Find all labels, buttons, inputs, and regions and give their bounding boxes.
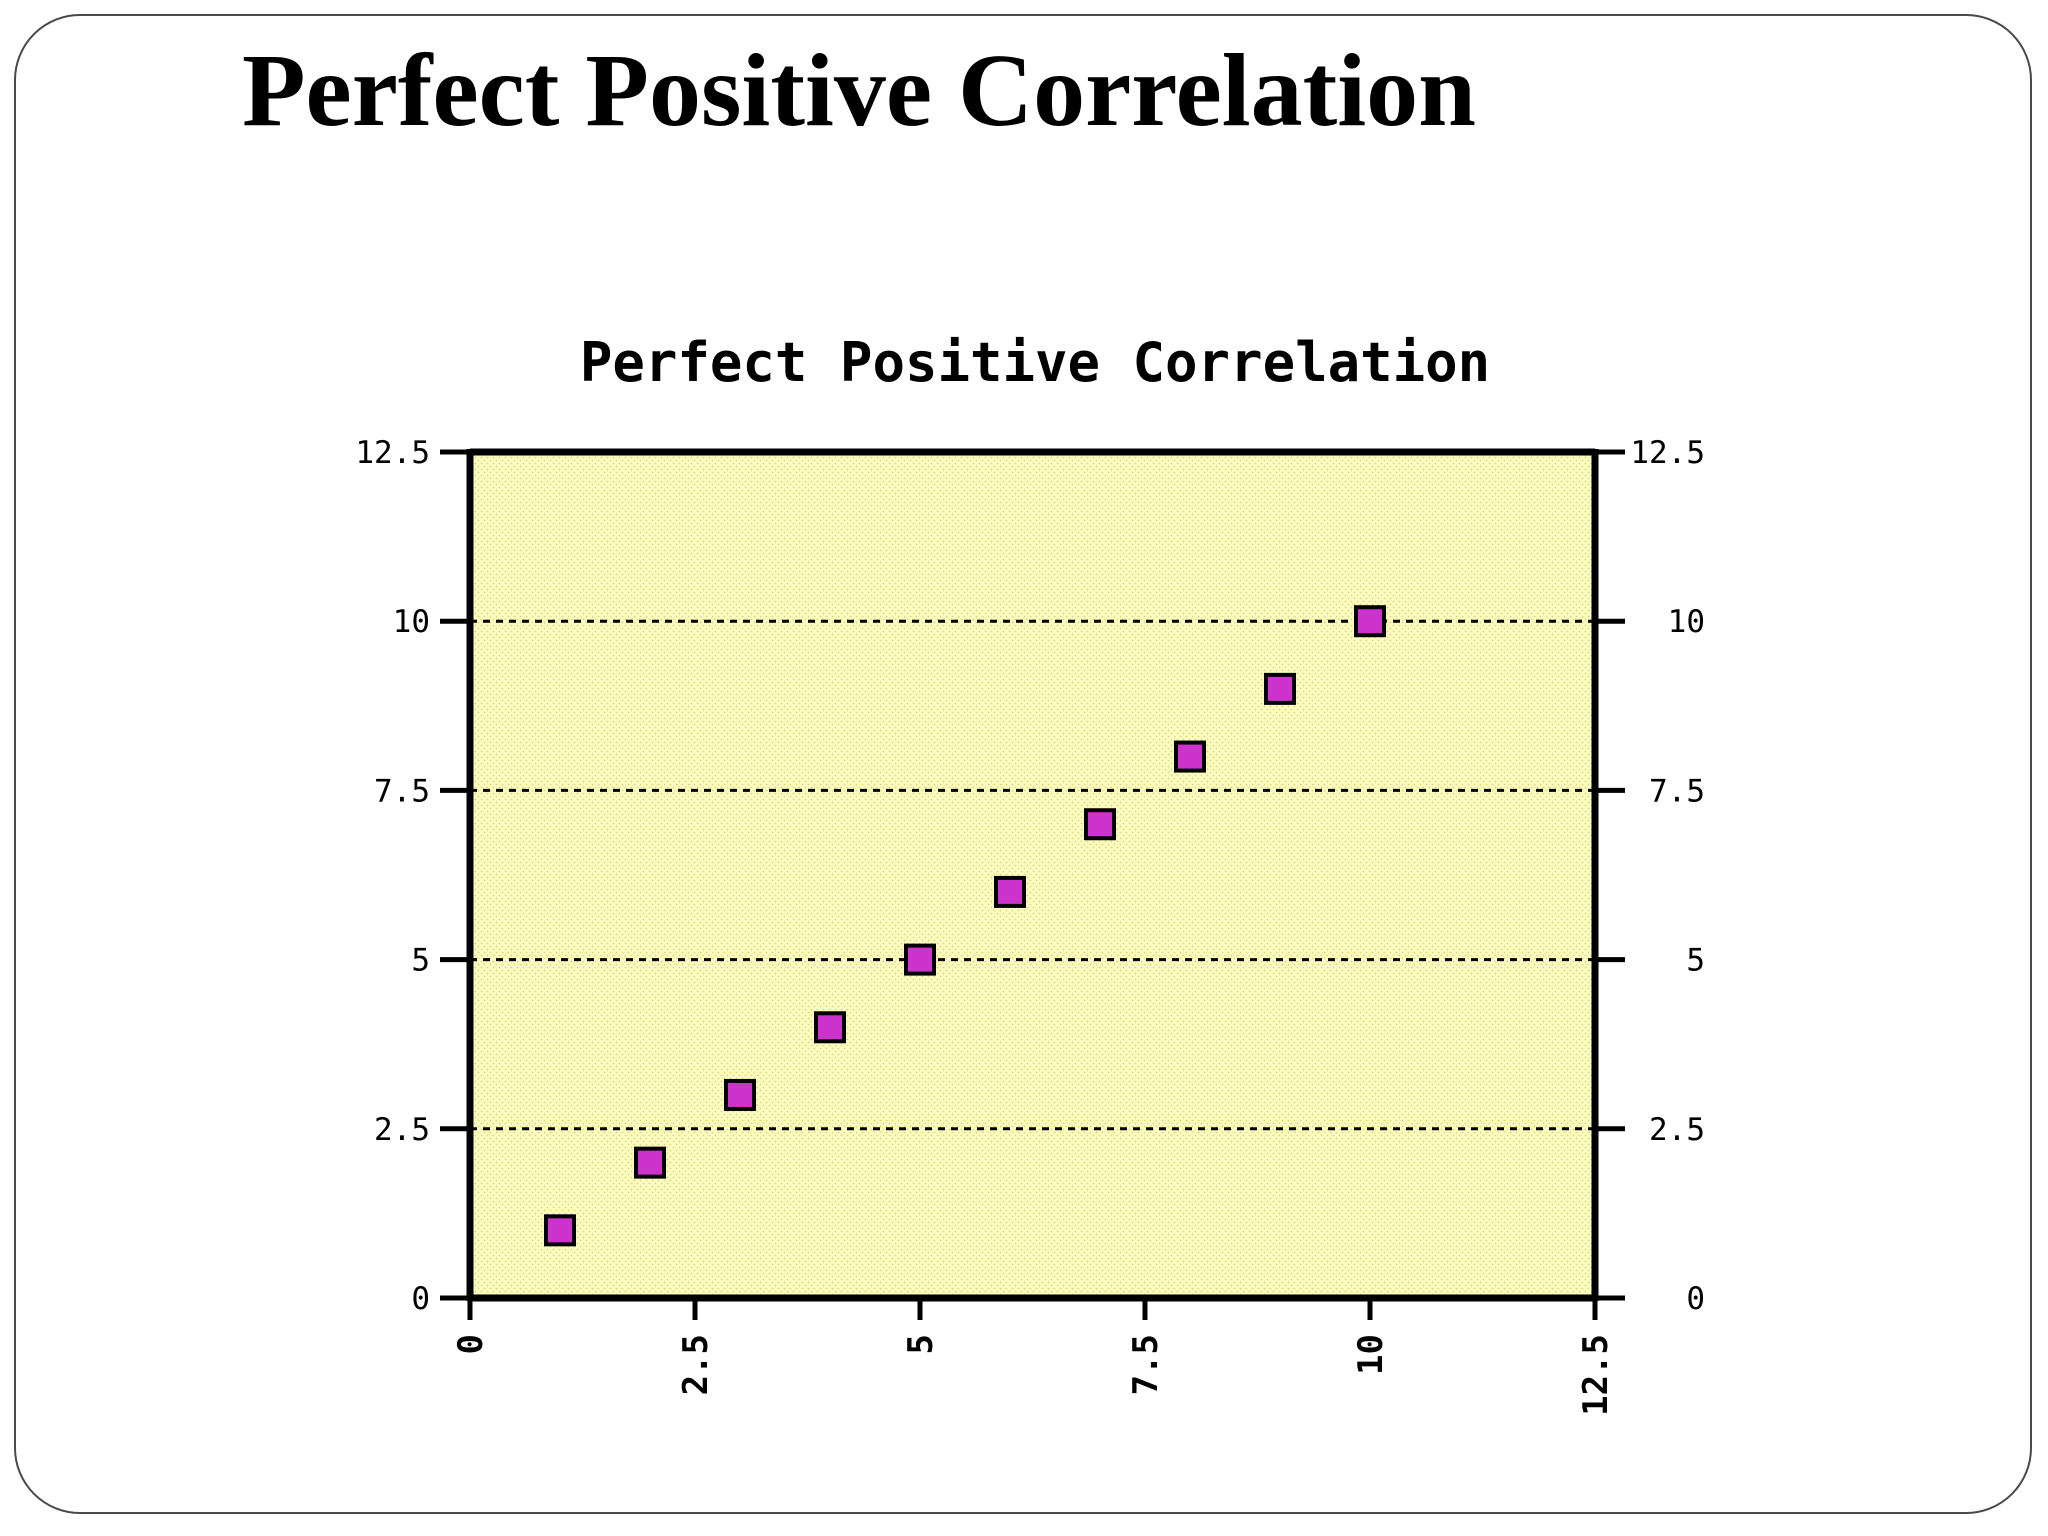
y-tick-label-right: 12.5	[1630, 435, 1705, 471]
x-tick-label: 10	[1351, 1334, 1391, 1375]
data-point	[634, 1146, 666, 1179]
data-point	[994, 875, 1026, 908]
axes	[440, 448, 1625, 1320]
y-tick-label-right: 2.5	[1649, 1112, 1705, 1148]
y-tick-label-right: 10	[1668, 604, 1705, 640]
data-point	[1174, 740, 1206, 773]
y-tick-label-right: 0	[1686, 1281, 1705, 1317]
slide-title: Perfect Positive Correlation	[242, 33, 1476, 148]
data-points	[544, 605, 1386, 1247]
data-point	[724, 1078, 756, 1111]
x-tick-label: 2.5	[676, 1334, 716, 1395]
data-point	[1084, 808, 1116, 841]
x-tick-label: 5	[901, 1334, 941, 1354]
y-tick-label-left: 5	[411, 943, 430, 979]
y-tick-label-left: 7.5	[374, 773, 430, 809]
y-tick-label-left: 12.5	[355, 435, 430, 471]
tick-labels: 0 0 2.5 2.5 5 5 7.5 7.5 10 10 12.5 12.5 0 2.5 5 7.5 10 12…	[355, 435, 1705, 1416]
data-point	[814, 1011, 846, 1044]
data-point	[904, 943, 936, 976]
data-point	[1354, 605, 1386, 638]
y-tick-label-right: 7.5	[1649, 773, 1705, 809]
data-point	[1264, 672, 1296, 705]
y-tick-label-left: 10	[393, 604, 430, 640]
data-point	[544, 1214, 576, 1247]
y-tick-label-right: 5	[1686, 943, 1705, 979]
y-tick-label-left: 2.5	[374, 1112, 430, 1148]
x-tick-label: 7.5	[1126, 1334, 1166, 1395]
chart-title: Perfect Positive Correlation	[580, 331, 1490, 394]
x-tick-label: 0	[451, 1334, 491, 1354]
x-tick-label: 12.5	[1576, 1334, 1616, 1416]
gridlines	[470, 619, 1595, 1131]
y-tick-label-left: 0	[411, 1281, 430, 1317]
